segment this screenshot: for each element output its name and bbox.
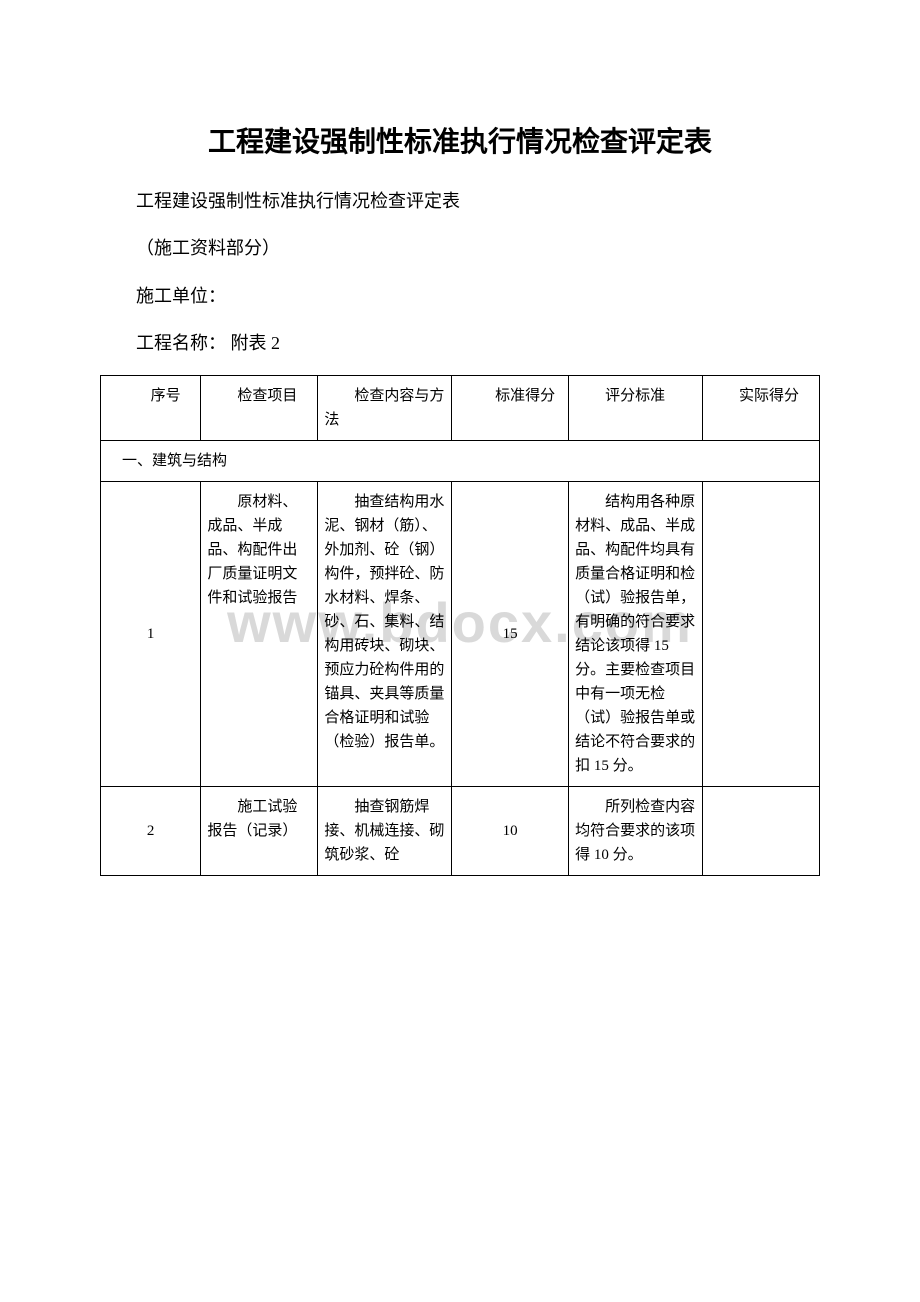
header-item: 检查项目 (201, 375, 318, 440)
row-num: 2 (101, 786, 201, 875)
row-method: 抽查钢筋焊接、机械连接、砌筑砂浆、砼 (318, 786, 452, 875)
row-method: 抽查结构用水泥、钢材（筋）、外加剂、砼（钢）构件，预拌砼、防水材料、焊条、砂、石… (318, 481, 452, 786)
section-row: 一、建筑与结构 (101, 440, 820, 481)
row-actual (702, 786, 819, 875)
header-score: 标准得分 (452, 375, 569, 440)
row-actual (702, 481, 819, 786)
row-item: 施工试验报告（记录） (201, 786, 318, 875)
section-label: （施工资料部分） (100, 232, 820, 264)
row-criteria: 结构用各种原材料、成品、半成品、构配件均具有质量合格证明和检（试）验报告单，有明… (569, 481, 703, 786)
evaluation-table: 序号 检查项目 检查内容与方法 标准得分 评分标准 实际得分 一、建筑与结构 1… (100, 375, 820, 876)
header-criteria: 评分标准 (569, 375, 703, 440)
row-criteria: 所列检查内容均符合要求的该项得 10 分。 (569, 786, 703, 875)
row-item: 原材料、成品、半成品、构配件出厂质量证明文件和试验报告 (201, 481, 318, 786)
table-row: 1 原材料、成品、半成品、构配件出厂质量证明文件和试验报告 抽查结构用水泥、钢材… (101, 481, 820, 786)
project-label: 工程名称： 附表 2 (100, 327, 820, 359)
row-score: 10 (452, 786, 569, 875)
header-num: 序号 (101, 375, 201, 440)
row-score: 15 (452, 481, 569, 786)
page-title: 工程建设强制性标准执行情况检查评定表 (100, 120, 820, 160)
table-header-row: 序号 检查项目 检查内容与方法 标准得分 评分标准 实际得分 (101, 375, 820, 440)
unit-label: 施工单位： (100, 280, 820, 312)
subtitle-text: 工程建设强制性标准执行情况检查评定表 (100, 185, 820, 217)
header-actual: 实际得分 (702, 375, 819, 440)
header-method: 检查内容与方法 (318, 375, 452, 440)
row-num: 1 (101, 481, 201, 786)
table-row: 2 施工试验报告（记录） 抽查钢筋焊接、机械连接、砌筑砂浆、砼 10 所列检查内… (101, 786, 820, 875)
section-title: 一、建筑与结构 (101, 440, 820, 481)
